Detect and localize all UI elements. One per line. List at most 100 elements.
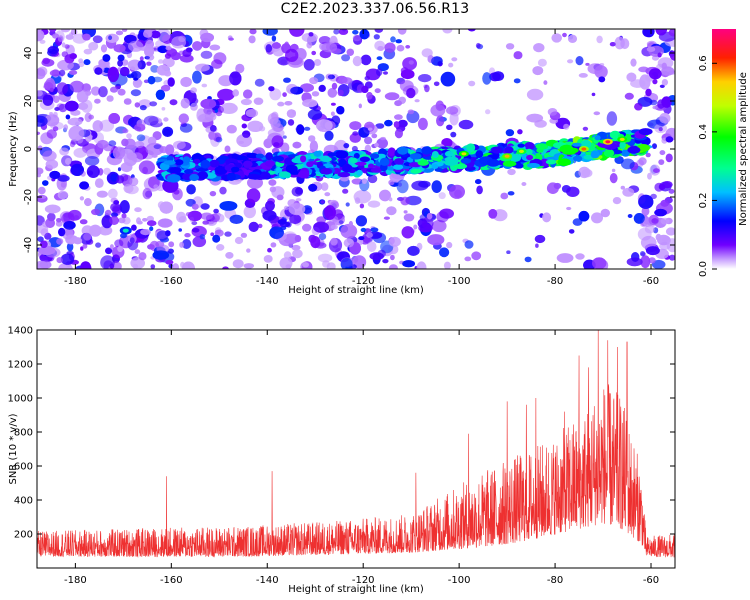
noise-blob xyxy=(651,259,666,269)
noise-blob xyxy=(644,225,655,234)
noise-blob xyxy=(403,213,415,222)
noise-blob xyxy=(336,105,345,115)
noise-blob xyxy=(587,63,604,75)
noise-blob xyxy=(108,113,120,124)
noise-blob xyxy=(152,250,170,260)
signal-blob xyxy=(545,159,557,165)
noise-blob xyxy=(658,184,666,190)
noise-blob xyxy=(345,202,350,207)
noise-blob xyxy=(199,234,206,240)
noise-blob xyxy=(384,119,393,127)
noise-blob xyxy=(142,187,152,200)
noise-blob xyxy=(107,66,120,83)
signal-hotspot xyxy=(518,149,524,153)
noise-blob xyxy=(271,42,281,49)
noise-blob xyxy=(338,220,344,225)
noise-blob xyxy=(240,98,252,106)
noise-blob xyxy=(66,242,74,252)
signal-blob xyxy=(174,159,184,166)
noise-blob xyxy=(226,124,237,134)
signal-blob xyxy=(393,158,405,165)
noise-blob xyxy=(400,196,410,206)
noise-blob xyxy=(137,60,146,70)
signal-blob xyxy=(265,152,274,161)
noise-blob xyxy=(180,97,190,109)
spectrogram-y-tick-label: -40 xyxy=(23,237,34,253)
noise-blob xyxy=(209,213,220,223)
noise-blob xyxy=(308,183,318,192)
noise-blob xyxy=(142,166,149,174)
noise-blob xyxy=(292,141,302,149)
noise-blob xyxy=(506,250,511,254)
noise-blob xyxy=(507,168,516,176)
noise-blob xyxy=(86,165,100,179)
noise-blob xyxy=(215,111,222,117)
noise-blob xyxy=(346,48,354,56)
noise-blob xyxy=(229,214,244,224)
noise-blob xyxy=(658,127,663,132)
noise-blob xyxy=(377,249,386,258)
noise-blob xyxy=(105,33,119,43)
signal-blob xyxy=(342,163,352,173)
noise-blob xyxy=(121,174,133,187)
signal-blob xyxy=(330,156,337,161)
noise-blob xyxy=(39,39,46,44)
noise-blob xyxy=(41,58,55,67)
noise-blob xyxy=(624,92,634,100)
noise-blob xyxy=(424,84,430,93)
snr-x-tick-label: -60 xyxy=(643,575,659,586)
noise-blob xyxy=(217,88,235,101)
noise-blob xyxy=(108,35,113,40)
signal-blob xyxy=(272,155,284,162)
noise-blob xyxy=(165,260,174,265)
noise-blob xyxy=(82,33,91,41)
noise-blob xyxy=(56,238,64,245)
signal-blob xyxy=(619,141,626,150)
noise-blob xyxy=(192,70,202,84)
noise-blob xyxy=(138,252,147,261)
noise-blob xyxy=(181,261,195,269)
noise-blob xyxy=(119,66,130,77)
noise-blob xyxy=(150,264,156,269)
noise-blob xyxy=(102,54,111,62)
noise-blob xyxy=(37,260,48,269)
snr-x-tick-label: -160 xyxy=(160,575,183,586)
spectrogram-x-tick-label: -80 xyxy=(547,276,563,287)
noise-blob xyxy=(117,88,126,96)
noise-blob xyxy=(235,63,245,74)
noise-blob xyxy=(349,121,362,131)
noise-blob xyxy=(436,211,449,223)
noise-blob xyxy=(134,123,146,132)
noise-blob xyxy=(638,157,647,166)
noise-blob xyxy=(83,59,91,66)
noise-blob xyxy=(130,152,143,163)
noise-blob xyxy=(68,125,85,141)
noise-blob xyxy=(117,54,125,62)
noise-blob xyxy=(286,109,296,118)
noise-blob xyxy=(224,231,232,237)
noise-blob xyxy=(451,57,458,62)
signal-blob xyxy=(255,153,264,159)
spectrogram-panel: -180 -160 -140 -120 -100 -80 -60 -40 -20 0 20 40 H… xyxy=(8,28,676,296)
noise-blob xyxy=(57,175,70,182)
snr-y-tick-label: 1200 xyxy=(8,360,33,371)
noise-blob xyxy=(184,233,191,238)
noise-blob xyxy=(435,100,444,112)
noise-blob xyxy=(142,218,148,222)
noise-blob xyxy=(109,244,114,250)
noise-blob xyxy=(543,80,548,85)
noise-blob xyxy=(383,216,390,220)
spectrogram-y-ticks: -40 -20 0 20 40 xyxy=(23,47,675,253)
noise-blob xyxy=(313,221,329,233)
noise-blob xyxy=(620,185,625,190)
noise-blob xyxy=(113,200,120,205)
noise-blob xyxy=(303,59,315,71)
signal-blob xyxy=(393,164,404,170)
noise-blob xyxy=(578,166,591,179)
noise-blob xyxy=(294,235,302,243)
noise-blob xyxy=(254,78,265,87)
noise-blob xyxy=(55,220,63,227)
spectrogram-x-ticks: -180 -160 -140 -120 -100 -80 -60 xyxy=(64,29,659,287)
signal-blob xyxy=(298,170,310,179)
noise-blob xyxy=(606,111,618,126)
